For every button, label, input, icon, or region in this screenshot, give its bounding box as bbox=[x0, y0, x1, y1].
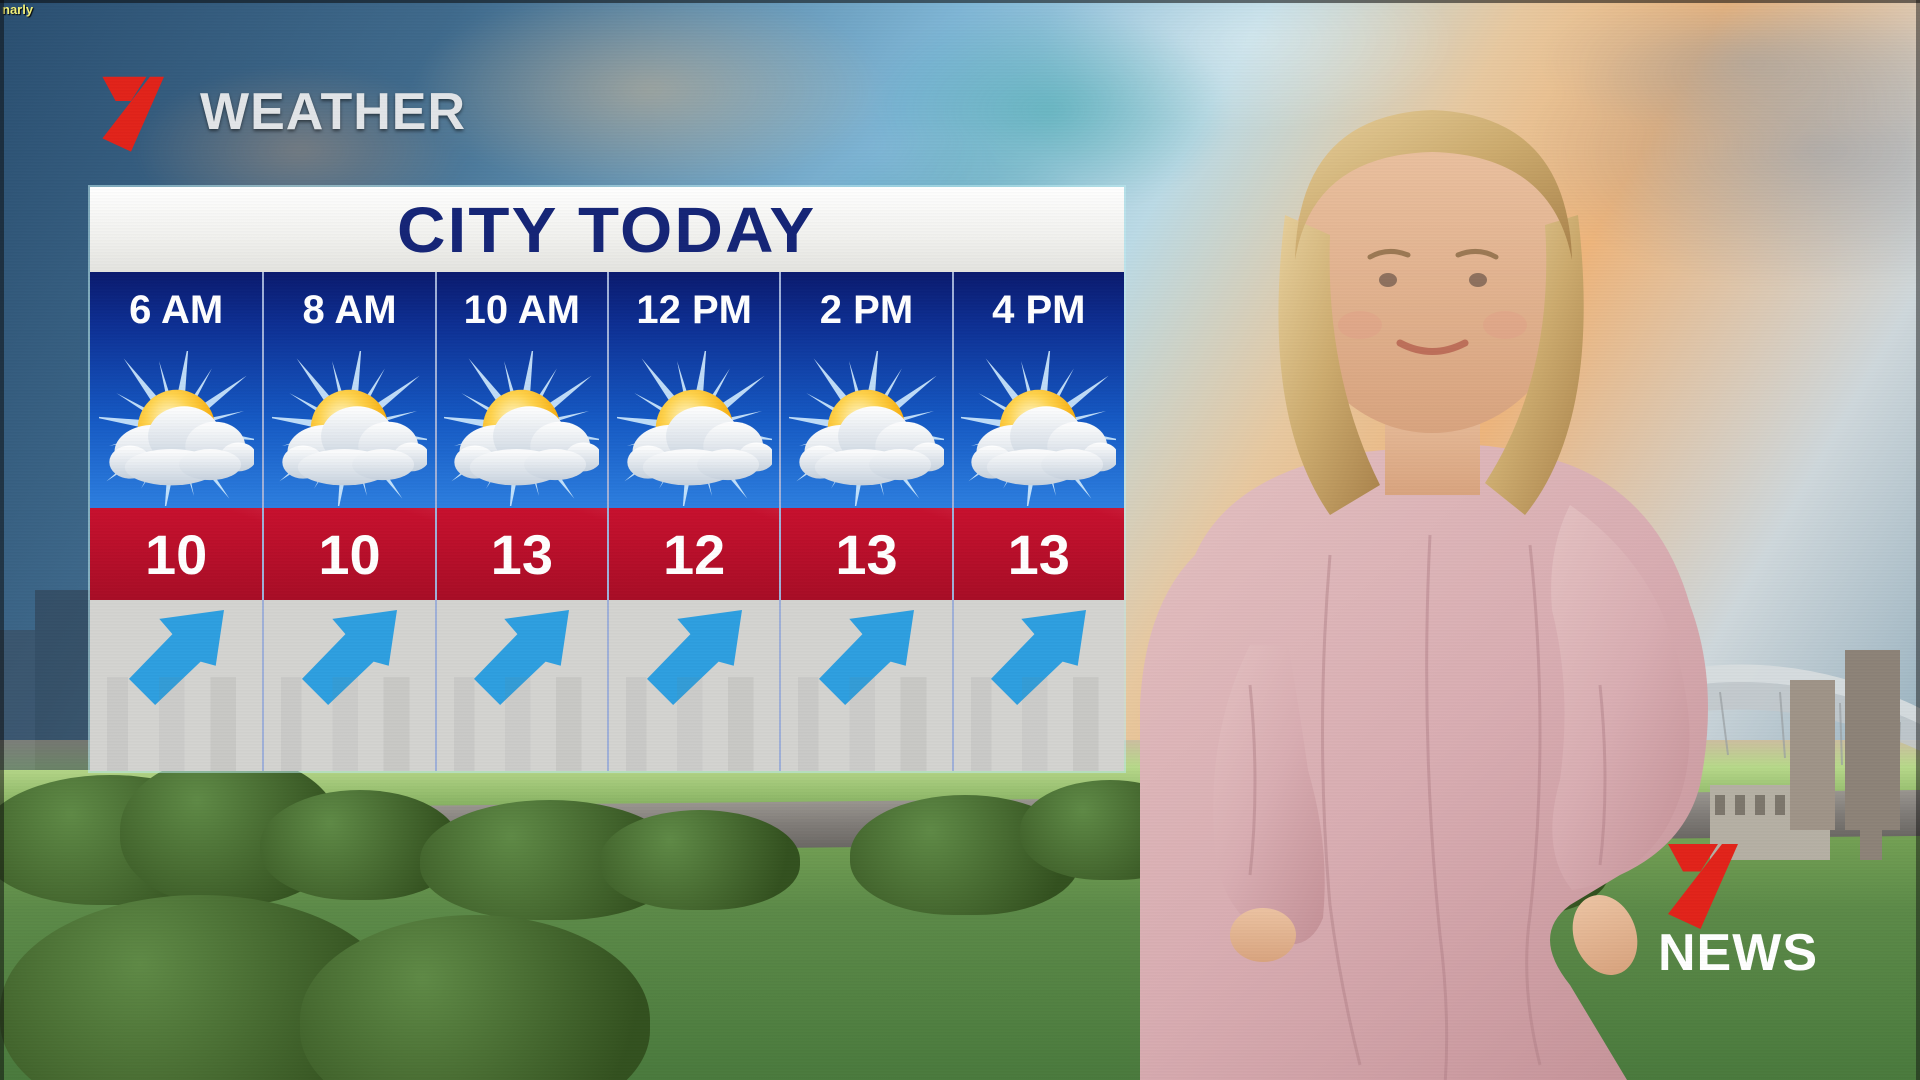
svg-text:NEWS: NEWS bbox=[1658, 924, 1818, 978]
